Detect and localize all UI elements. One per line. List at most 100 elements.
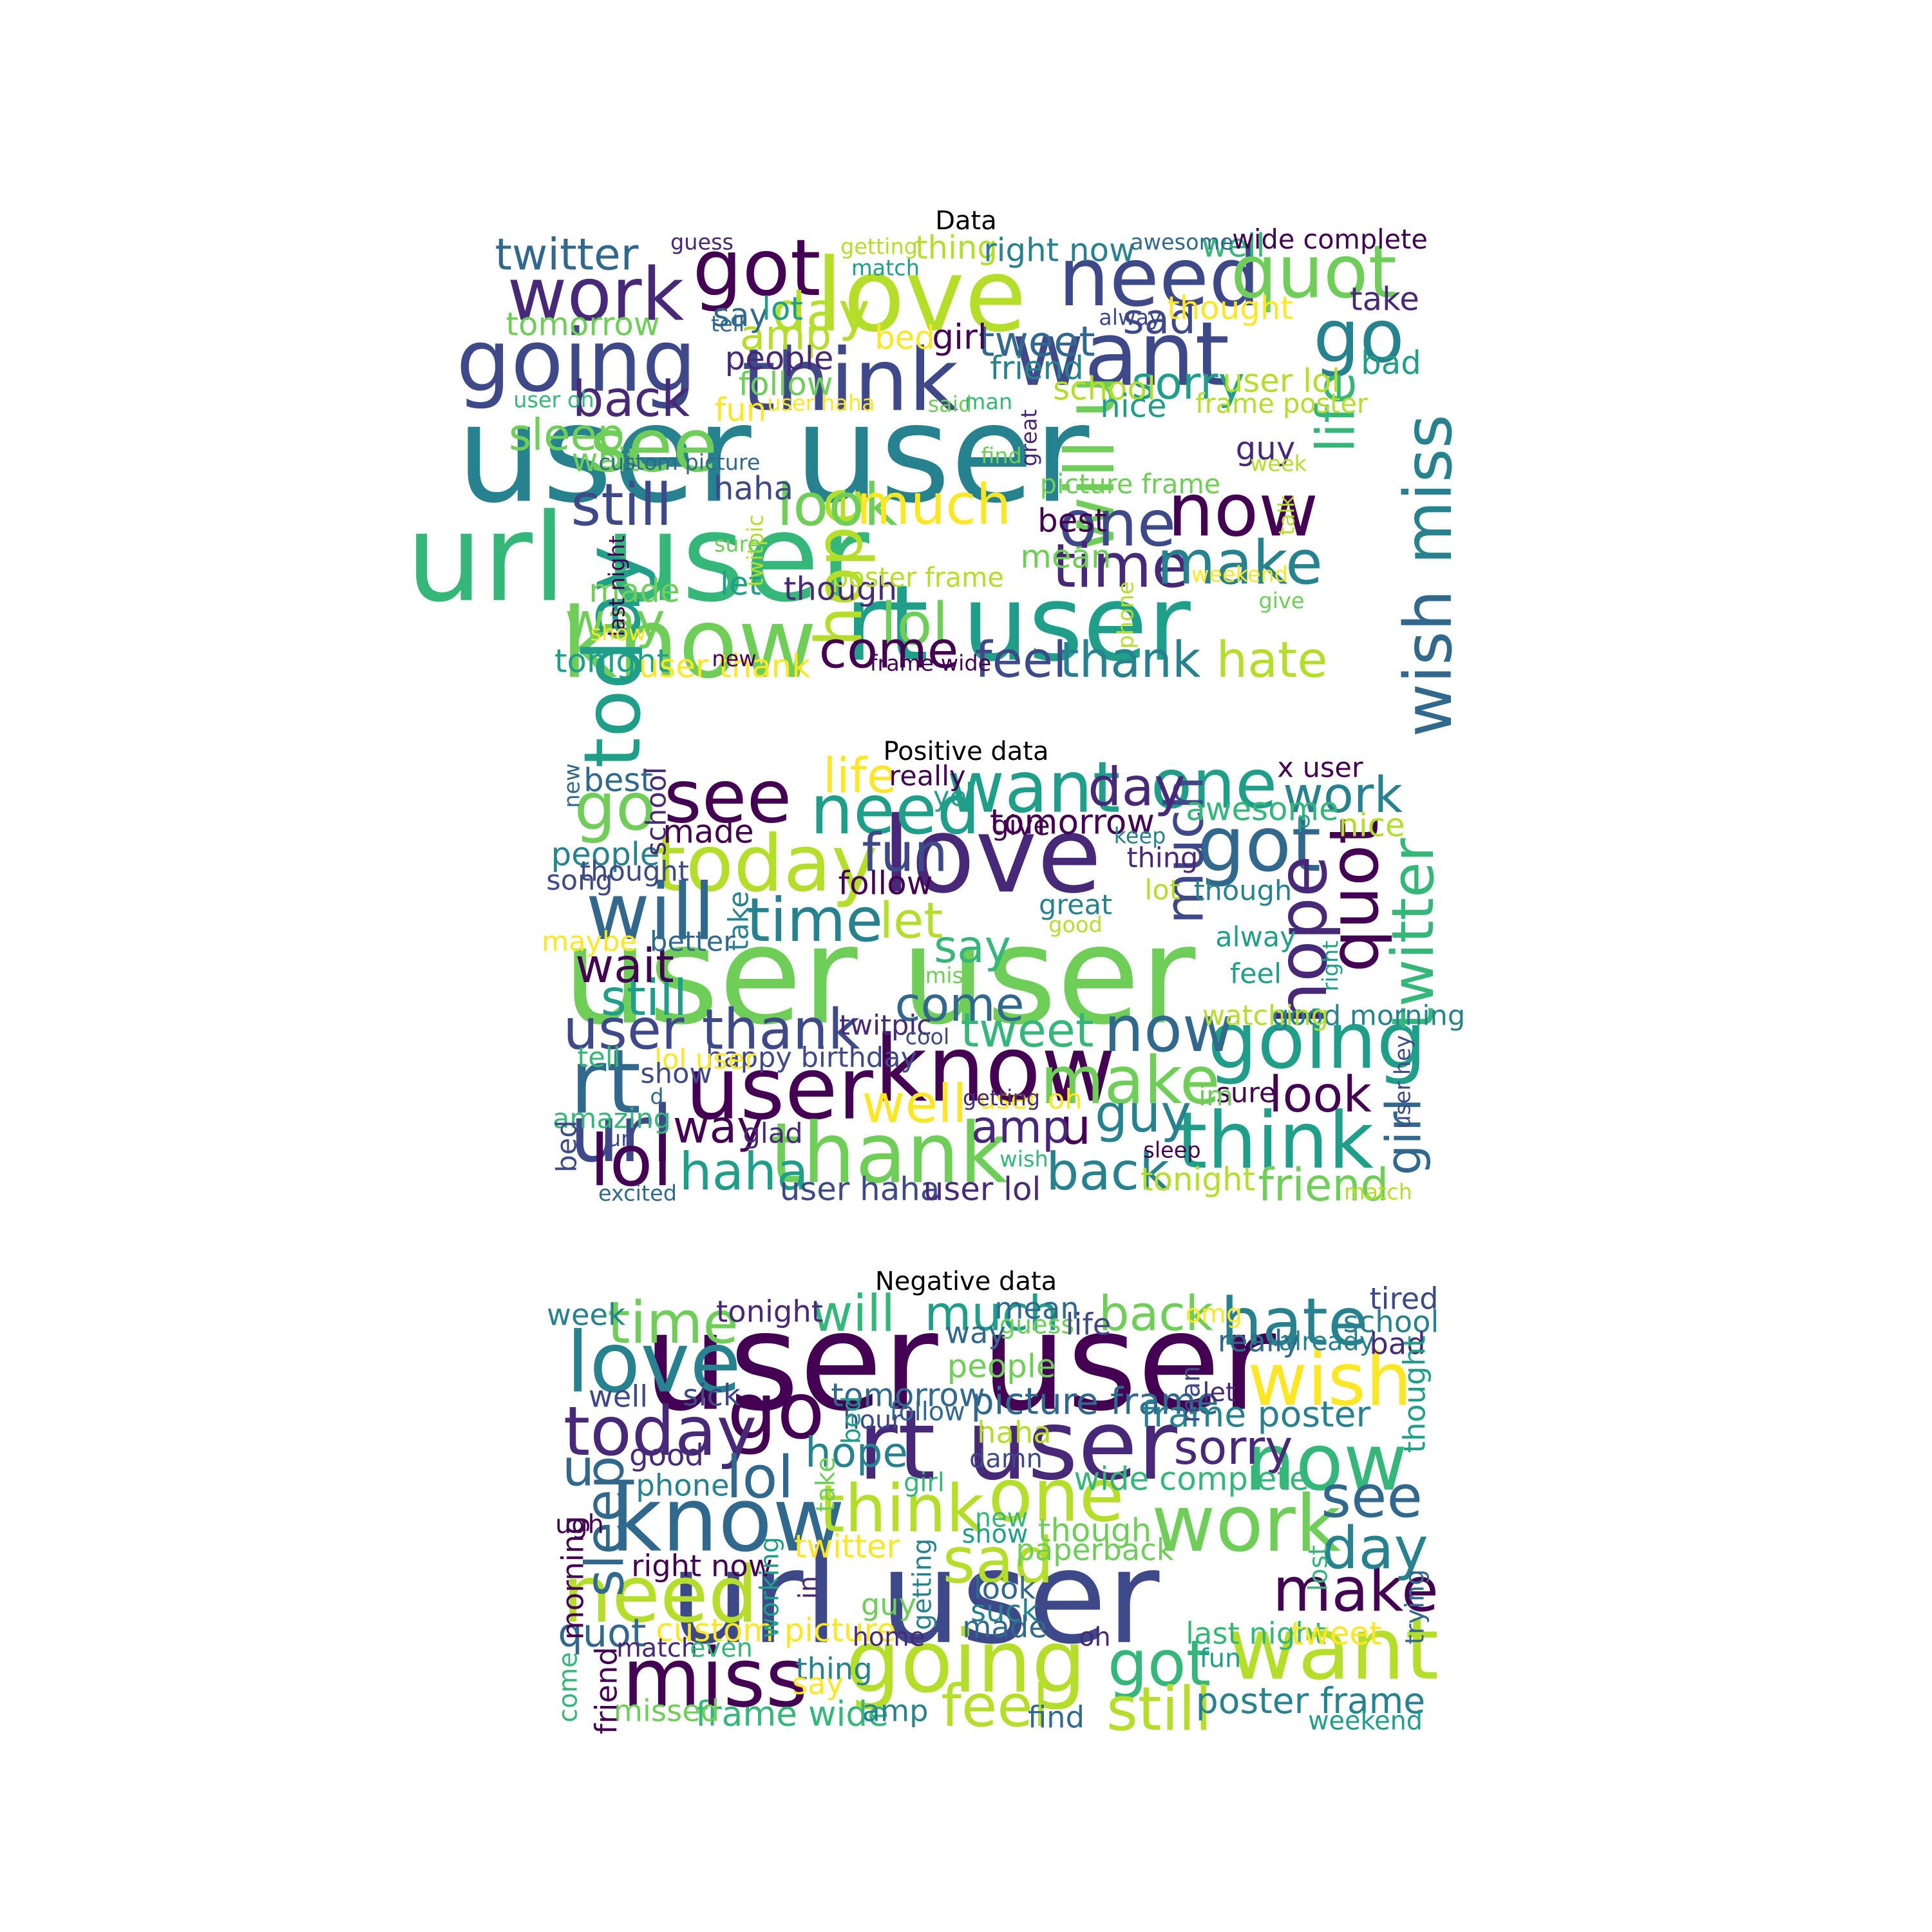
word-back: back	[1099, 1285, 1214, 1342]
word-twitter: twitter	[495, 229, 639, 280]
word-good-morning: good morning	[1272, 1000, 1465, 1032]
word-make: make	[1040, 1043, 1220, 1119]
word-hate: hate	[1220, 1284, 1368, 1360]
word-want: want	[1012, 303, 1230, 406]
word-day: day	[1088, 757, 1186, 818]
word-take: take	[723, 891, 755, 951]
word-want: want	[947, 746, 1120, 828]
word-lot: lot	[1144, 875, 1180, 907]
word-feel: feel	[941, 1672, 1049, 1740]
word-find: find	[981, 444, 1022, 469]
word-though: though	[1038, 1512, 1151, 1549]
word-amp: amp	[862, 1694, 928, 1728]
word-even: even	[690, 1634, 753, 1663]
word-though: though	[1194, 875, 1293, 907]
word-getting: getting	[963, 1086, 1040, 1111]
word-user-oh: user oh	[978, 1084, 1082, 1116]
word-custom-picture: custom picture	[656, 1612, 896, 1649]
word-tonight: tonight	[1141, 1161, 1255, 1198]
word-user-user: user user	[457, 375, 1090, 533]
word-hope: hope	[1263, 855, 1342, 1025]
word-match: match	[851, 256, 920, 281]
word-last-night: last night	[1186, 1616, 1326, 1651]
word-look: look	[974, 1571, 1036, 1606]
word-follow: follow	[739, 366, 833, 403]
word-hour: hour	[843, 1406, 902, 1435]
word-still: still	[601, 970, 687, 1027]
word-quot: quot	[1231, 229, 1397, 314]
word-u: u	[562, 1438, 594, 1497]
word-getting: getting	[840, 234, 918, 260]
word-one: one	[988, 1453, 1124, 1538]
word-poster-frame: poster frame	[1196, 1680, 1425, 1721]
word-frame-wide: frame wide	[870, 651, 992, 676]
word-still: still	[571, 471, 672, 539]
word-damn: damn	[969, 1444, 1043, 1474]
word-fun: fun	[1200, 1644, 1241, 1674]
word-girl: girl	[904, 1468, 945, 1498]
word-user-lol: user lol	[923, 1171, 1041, 1208]
word-tomorrow: tomorrow	[990, 802, 1155, 842]
word-glad: glad	[743, 1118, 802, 1150]
word-bed: bed	[837, 1396, 867, 1444]
word-rt-user: rt user	[858, 1390, 1177, 1502]
word-week: week	[1250, 451, 1307, 477]
word-day: day	[1321, 1515, 1428, 1582]
word-haha: haha	[977, 1416, 1052, 1450]
word-d: d	[650, 1084, 663, 1110]
word-user-user: user user	[563, 897, 1196, 1055]
word-twitpic: twitpic	[839, 1010, 932, 1042]
word-much: much	[857, 473, 1012, 537]
word-lost: lost	[1304, 1545, 1334, 1591]
word-keep: keep	[1114, 824, 1166, 849]
word-mean: mean	[1020, 538, 1111, 576]
word-url: url	[570, 1088, 674, 1180]
word-haha: haha	[714, 470, 793, 507]
word-follow: follow	[838, 865, 933, 902]
word-wide-complete: wide complete	[1232, 224, 1428, 255]
word-alway: alway	[1099, 305, 1162, 330]
word-friend: friend	[990, 350, 1084, 387]
word-guy: guy	[861, 1587, 916, 1622]
word-p: p	[1297, 808, 1311, 833]
word-today: today	[567, 545, 658, 768]
word-best: best	[583, 762, 653, 799]
word-suck: suck	[971, 1594, 1039, 1629]
word-people: people	[947, 1348, 1056, 1385]
word-friend: friend	[589, 1647, 624, 1734]
word-amazing: amazing	[553, 1103, 671, 1135]
word-know: know	[875, 1016, 1116, 1122]
word-thank: thank	[1060, 632, 1202, 689]
word-feel: feel	[975, 632, 1067, 689]
word-new: new	[560, 763, 585, 808]
word-let: let	[720, 565, 761, 603]
word-sleep: sleep	[1143, 1138, 1200, 1163]
word-need: need	[562, 1549, 758, 1640]
word-url-user: url user	[670, 1523, 1160, 1672]
word-quot: quot	[1314, 818, 1394, 972]
word-better: better	[650, 926, 735, 958]
word-maybe: maybe	[542, 926, 637, 958]
word-one: one	[1059, 488, 1176, 561]
word-twitpic: twitpic	[743, 515, 768, 587]
word-url-user: url user	[406, 488, 869, 629]
word-time: time	[746, 886, 883, 956]
wordcloud-panel-positive: Positive data user user love know rt user tha…	[542, 739, 1465, 1211]
word-got: got	[1108, 1627, 1211, 1701]
word-will: will	[811, 1283, 895, 1343]
word-find: find	[1028, 1700, 1084, 1735]
word-already: already	[1279, 1327, 1375, 1357]
word-talk: talk	[1274, 495, 1300, 535]
word-work: work	[507, 252, 685, 337]
word-take: take	[1350, 281, 1419, 318]
word-tonight: tonight	[716, 1294, 823, 1329]
word-think: think	[1177, 1095, 1374, 1186]
word-tweet: tweet	[1291, 1615, 1381, 1653]
word-school: school	[1053, 370, 1156, 408]
word-wish: wish	[999, 1147, 1048, 1172]
word-day: day	[772, 281, 870, 343]
word-bed: bed	[875, 319, 935, 357]
word-go: go	[574, 769, 656, 845]
word-user-haha: user haha	[767, 391, 875, 416]
word-ugh: ugh	[555, 1510, 604, 1540]
